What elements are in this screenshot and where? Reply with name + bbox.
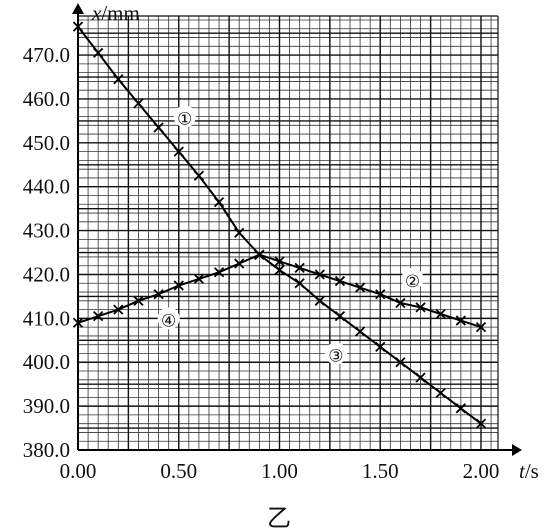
data-point-marker [294, 262, 305, 274]
y-axis-title-symbol: x [91, 1, 102, 25]
figure-caption: 乙 [267, 504, 291, 532]
x-axis-arrow [512, 444, 522, 456]
y-tick-label: 380.0 [23, 438, 70, 462]
series-tag-label: ④ [161, 311, 176, 330]
data-point-marker [193, 170, 205, 181]
data-point-marker [395, 297, 406, 309]
x-axis-title-symbol: t [519, 459, 526, 483]
data-point-marker [314, 269, 325, 280]
y-tick-labels: 380.0 390.0 400.0 410.0 420.0 430.0 440.0 450.0… [23, 43, 70, 462]
data-point-marker [455, 403, 466, 414]
series-line [77, 25, 261, 256]
y-tick-label: 390.0 [23, 394, 70, 418]
axes [72, 3, 522, 456]
data-point-marker [213, 267, 225, 278]
grid-minor [77, 16, 498, 451]
data-point-marker [173, 146, 184, 157]
y-tick-label: 440.0 [23, 175, 70, 199]
data-point-marker [153, 289, 164, 300]
data-point-marker [395, 357, 406, 368]
data-point-marker [375, 341, 386, 353]
data-point-marker [72, 317, 84, 328]
y-axis-title: x/mm [91, 1, 140, 25]
x-axis-title: t/s [519, 459, 539, 483]
series-tag-label: ② [405, 272, 420, 291]
series-line [77, 253, 260, 324]
data-point-marker [133, 295, 144, 306]
x-tick-label: 2.00 [463, 459, 500, 483]
data-point-marker [475, 322, 487, 333]
y-tick-label: 400.0 [23, 350, 70, 374]
x-tick-labels: 0.00 0.50 1.00 1.50 2.00 [60, 459, 500, 483]
data-point-marker [415, 372, 426, 383]
series-layer [72, 21, 487, 429]
y-tick-label: 420.0 [23, 262, 70, 286]
data-point-marker [455, 315, 466, 326]
data-point-marker [93, 311, 104, 322]
series-tag-background [157, 307, 180, 330]
data-point-marker [93, 47, 104, 59]
data-point-marker [274, 264, 285, 276]
y-tick-label: 430.0 [23, 219, 70, 243]
y-axis-arrow [72, 3, 84, 14]
x-tick-label: 1.50 [362, 459, 399, 483]
x-axis-title-unit: /s [525, 459, 539, 483]
data-point-marker [334, 275, 346, 287]
data-point-marker [193, 273, 205, 285]
data-point-marker [153, 122, 164, 133]
data-point-marker [72, 21, 84, 32]
data-point-marker [133, 98, 144, 109]
data-point-marker [113, 304, 124, 315]
data-point-marker [234, 227, 245, 238]
data-point-marker [234, 258, 245, 269]
data-point-marker [354, 282, 366, 293]
data-point-marker [294, 278, 305, 289]
x-tick-label: 1.00 [261, 459, 298, 483]
series-tag-background [401, 267, 424, 290]
series-tag-background [173, 105, 196, 128]
x-tick-label: 0.00 [60, 459, 97, 483]
data-point-marker [314, 295, 325, 306]
data-point-marker [254, 249, 265, 260]
data-point-marker [173, 280, 184, 291]
data-point-marker [274, 256, 285, 267]
y-tick-label: 460.0 [23, 87, 70, 111]
series-tag-label: ③ [328, 346, 343, 365]
series-line [259, 253, 482, 329]
data-point-marker [435, 308, 446, 320]
data-point-marker [354, 326, 366, 337]
y-tick-label: 450.0 [23, 131, 70, 155]
data-point-marker [475, 418, 487, 429]
data-point-marker [334, 311, 346, 322]
data-point-marker [113, 74, 124, 85]
x-tick-label: 0.50 [160, 459, 197, 483]
series-tag-label: ① [177, 110, 192, 129]
series-tags: ① ② ③ ④ [157, 105, 424, 365]
y-axis-title-unit: /mm [101, 1, 140, 25]
y-tick-label: 410.0 [23, 306, 70, 330]
series-tag-background [324, 342, 347, 365]
y-tick-label: 470.0 [23, 43, 70, 67]
data-point-marker [415, 302, 426, 313]
data-point-marker [213, 196, 225, 208]
data-point-marker [435, 387, 446, 399]
data-point-marker [375, 289, 386, 300]
